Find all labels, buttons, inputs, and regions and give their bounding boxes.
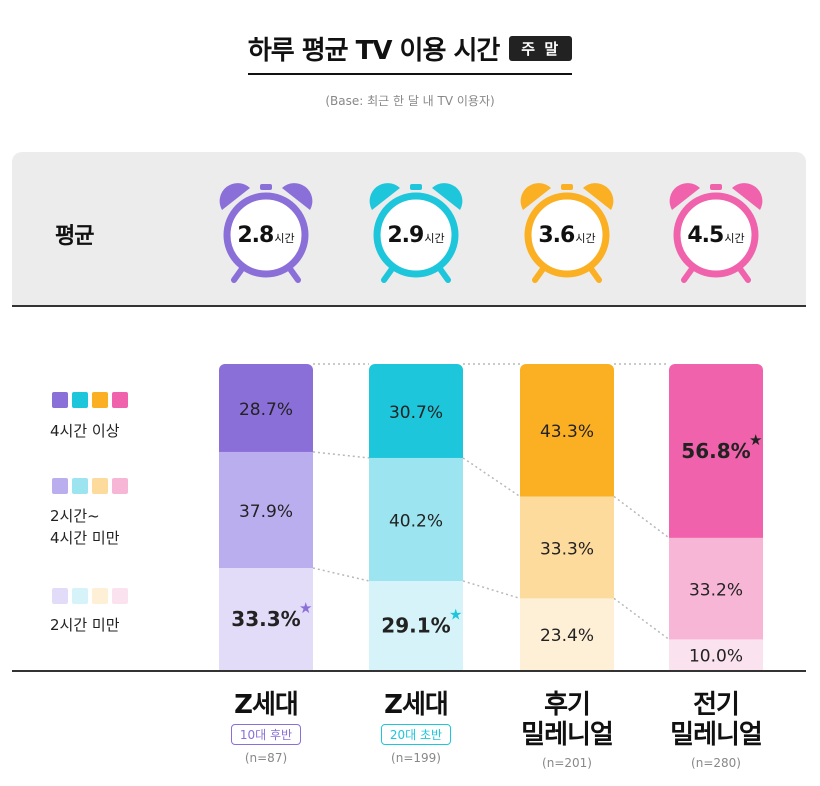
bar-group-2: 30.7% 40.2% 29.1%★ [369, 364, 463, 671]
average-number: 2.9 [387, 223, 424, 248]
bar-segment [369, 457, 463, 582]
data-label: 40.2% [389, 511, 443, 531]
average-number: 4.5 [687, 223, 724, 248]
average-unit: 시간 [274, 232, 295, 245]
legend-swatch [72, 478, 88, 494]
category-sample-size: (n=199) [391, 751, 441, 765]
average-unit: 시간 [424, 232, 445, 245]
bar-segment [669, 639, 763, 671]
legend-swatch [112, 392, 128, 408]
connector-lines [312, 363, 670, 641]
average-unit: 시간 [724, 232, 745, 245]
average-value: 2.8시간 [216, 223, 316, 248]
legend-swatch [112, 588, 128, 604]
category-label-2: Z세대 20대 초반 (n=199) [336, 690, 496, 765]
connector-line [462, 457, 521, 498]
base-note: (Base: 최근 한 달 내 TV 이용자) [325, 94, 495, 108]
legend-swatches-3 [52, 588, 128, 604]
alarm-clock-icon [219, 183, 313, 283]
legend-swatches-2 [52, 478, 128, 494]
connector-line [312, 451, 370, 459]
legend-swatch [52, 392, 68, 408]
category-sample-size: (n=87) [244, 751, 288, 765]
average-value: 2.9시간 [366, 223, 466, 248]
average-number: 3.6 [538, 223, 575, 248]
connector-line [613, 495, 670, 539]
alarm-clock-icon [669, 183, 763, 283]
connector-line [462, 580, 521, 600]
bar-segment [520, 364, 614, 497]
alarm-clock-icon [369, 183, 463, 283]
chart-title-text: 하루 평균 TV 이용 시간 [247, 36, 500, 66]
category-name: Z세대 [384, 690, 449, 720]
average-value: 3.6시간 [517, 223, 617, 248]
alarm-clock-2: 2.9시간 [366, 180, 476, 290]
bar-segment [369, 364, 463, 459]
legend-swatch [112, 478, 128, 494]
legend-swatch [92, 588, 108, 604]
highlight-star-icon: ★ [299, 599, 312, 617]
legend-label-3: 2시간 미만 [50, 616, 120, 634]
data-label: 56.8% [681, 439, 750, 463]
connector-line [312, 567, 370, 582]
legend-swatch [72, 588, 88, 604]
average-value: 4.5시간 [666, 223, 766, 248]
legend-swatch [52, 478, 68, 494]
bar-segment [520, 496, 614, 599]
data-label: 30.7% [389, 403, 443, 423]
average-number: 2.8 [237, 223, 274, 248]
category-name: 후기 밀레니얼 [521, 690, 614, 750]
legend-swatch [72, 392, 88, 408]
chart-baseline [12, 670, 806, 672]
title-wrap: 하루 평균 TV 이용 시간 주 말 [0, 30, 820, 75]
data-label: 37.9% [239, 502, 293, 522]
legend-swatch [92, 478, 108, 494]
average-unit: 시간 [575, 232, 596, 245]
alarm-clock-1: 2.8시간 [216, 180, 326, 290]
bar-segment [219, 568, 313, 671]
bar-segment [219, 451, 313, 569]
data-label: 33.3% [231, 607, 300, 631]
category-name: Z세대 [234, 690, 299, 720]
data-label: 29.1% [381, 613, 450, 637]
bar-segment [520, 598, 614, 671]
category-label-1: Z세대 10대 후반 (n=87) [186, 690, 346, 765]
data-label: 33.2% [689, 581, 743, 601]
bar-segment [669, 364, 763, 539]
legend-label-1: 4시간 이상 [50, 422, 120, 440]
legend-swatch [52, 588, 68, 604]
category-label-3: 후기 밀레니얼 (n=201) [487, 690, 647, 770]
bar-segment [369, 580, 463, 671]
bar-group-1: 28.7% 37.9% 33.3%★ [219, 364, 313, 671]
highlight-star-icon: ★ [449, 605, 462, 623]
category-sample-size: (n=201) [542, 756, 592, 770]
data-label: 10.0% [689, 647, 743, 667]
data-label: 28.7% [239, 400, 293, 420]
category-sample-size: (n=280) [691, 756, 741, 770]
legend-swatch [92, 392, 108, 408]
legend-swatches-1 [52, 392, 128, 408]
category-name: 전기 밀레니얼 [670, 690, 763, 750]
alarm-clock-3: 3.6시간 [517, 180, 627, 290]
data-label: 33.3% [540, 539, 594, 559]
bar-segment [219, 364, 313, 453]
category-subtitle-badge: 10대 후반 [230, 724, 302, 745]
legend-label-2: 2시간~ 4시간 미만 [50, 507, 120, 547]
category-label-4: 전기 밀레니얼 (n=280) [636, 690, 796, 770]
connector-line [613, 597, 670, 641]
alarm-clock-4: 4.5시간 [666, 180, 776, 290]
bar-group-3: 43.3% 33.3% 23.4% [520, 364, 614, 671]
alarm-clock-icon [520, 183, 614, 283]
bar-group-4: 56.8%★ 33.2% 10.0% [669, 364, 763, 671]
data-label: 43.3% [540, 422, 594, 442]
data-label: 23.4% [540, 626, 594, 646]
category-subtitle-badge: 20대 초반 [380, 724, 452, 745]
highlight-star-icon: ★ [749, 431, 762, 449]
chart-title: 하루 평균 TV 이용 시간 주 말 [247, 30, 573, 75]
average-label: 평균 [55, 224, 94, 249]
bar-segment [669, 537, 763, 640]
weekend-badge: 주 말 [509, 36, 573, 61]
